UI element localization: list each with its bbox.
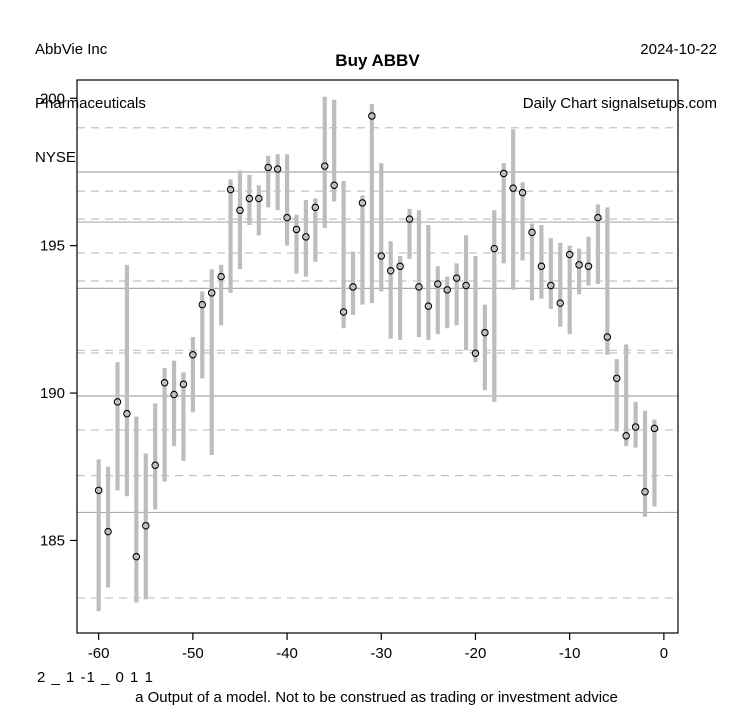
price-point [132,552,141,561]
price-point [292,225,301,234]
price-point [198,300,207,309]
price-point [273,165,282,173]
x-tick-label: -40 [276,645,298,662]
price-point [499,169,508,178]
price-point [217,272,225,281]
y-tick-label: 195 [40,238,65,255]
x-tick-label: -20 [465,645,487,662]
price-point [641,488,649,496]
x-tick-label: -50 [182,645,204,662]
price-point [462,281,470,290]
header-right: 2024-10-22 Daily Chart signalsetups.com [523,5,717,149]
price-point [245,194,254,203]
y-tick-label: 190 [40,385,65,402]
price-point [236,206,244,215]
price-point [509,184,517,192]
x-tick-label: -60 [88,645,110,662]
y-tick-label: 200 [40,90,65,107]
price-point [330,181,338,189]
price-point [368,112,376,120]
price-point [584,262,593,271]
x-tick-label: -30 [370,645,392,662]
price-point [207,289,216,297]
price-point [518,188,527,197]
price-point [537,262,546,271]
price-point [405,215,414,223]
company-exchange: NYSE [35,149,76,166]
price-point [547,281,555,290]
price-point [170,390,178,399]
price-point [123,409,131,418]
price-point [471,349,480,358]
price-point [358,199,367,207]
price-point [104,527,112,536]
x-tick-label: 0 [660,645,668,662]
price-point [622,432,630,440]
price-point [594,213,602,222]
price-point [264,163,272,172]
price-point [151,461,159,470]
price-point [556,299,564,307]
price-point [255,194,263,203]
plot-border [76,79,679,634]
header-left: AbbVie Inc Pharmaceuticals NYSE [35,5,146,203]
price-point [160,378,169,387]
chart-source: Daily Chart signalsetups.com [522,95,717,112]
price-point [575,261,583,269]
price-point [424,302,433,310]
chart-title: Buy ABBV [335,51,420,70]
price-point [528,228,536,237]
price-point [650,424,659,433]
price-point [283,213,291,222]
price-point [179,380,188,388]
price-point [396,262,404,271]
price-point [302,233,310,241]
x-tick-label: -10 [559,645,581,662]
price-point [603,333,612,341]
price-point [94,486,103,495]
price-point [443,286,451,294]
price-point [142,521,150,530]
price-point [490,244,499,253]
chart-date: 2024-10-22 [640,41,717,58]
price-point [349,283,357,291]
disclaimer-text: a Output of a model. Not to be construed… [135,689,618,706]
y-tick-label: 185 [40,532,65,549]
price-point [631,423,640,431]
price-point [613,374,621,383]
price-point [339,308,348,316]
price-point [226,185,235,194]
price-point [377,252,386,260]
price-point [113,398,122,406]
price-point [481,328,489,337]
company-name: AbbVie Inc [35,41,108,58]
price-point [311,203,320,212]
price-point [189,350,197,359]
price-point [415,283,423,291]
price-point [320,162,329,170]
company-sector: Pharmaceuticals [35,95,146,112]
price-point [434,280,442,288]
price-point [386,266,395,275]
signal-code: 2 _ 1 -1 _ 0 1 1 [37,669,154,686]
price-point [452,274,461,282]
price-point [565,250,574,259]
